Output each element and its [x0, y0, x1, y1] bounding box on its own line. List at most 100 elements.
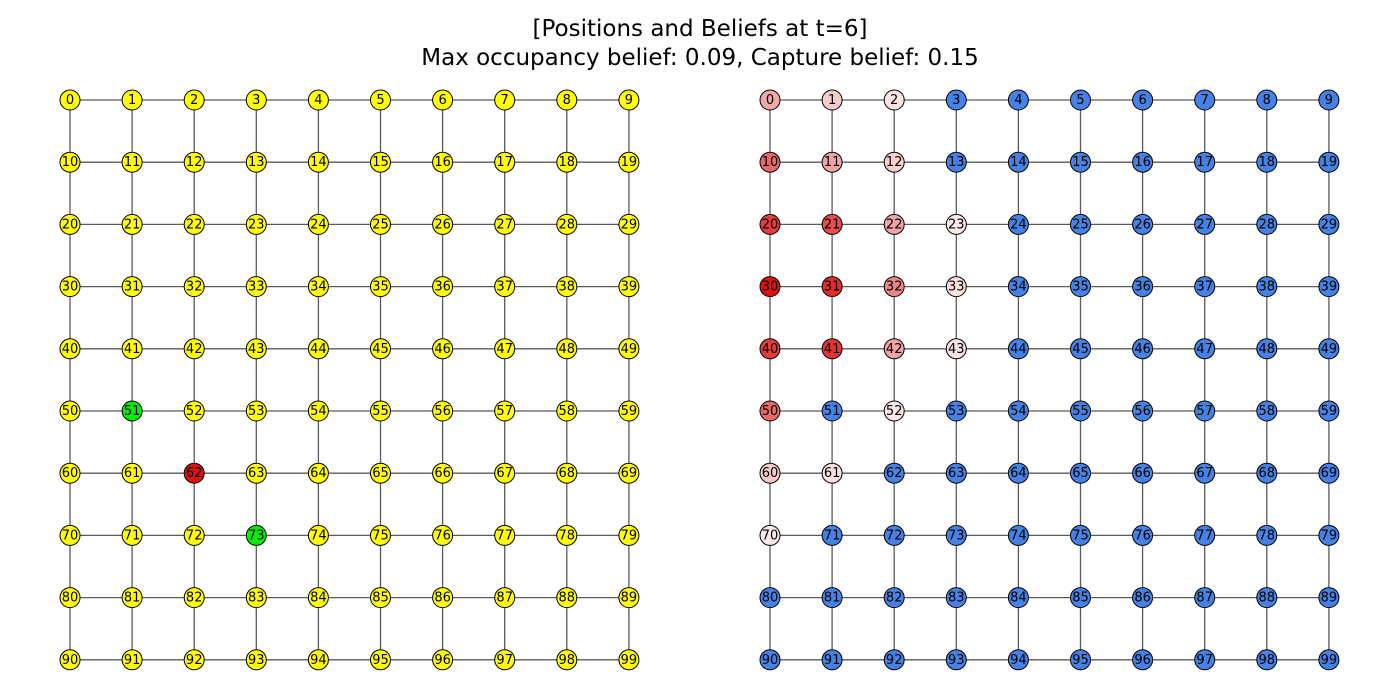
beliefs-node-67: 67 — [1194, 462, 1216, 484]
positions-node-label: 27 — [496, 217, 513, 232]
positions-node-58: 58 — [556, 400, 578, 422]
positions-node-circle — [556, 524, 578, 546]
beliefs-node-72: 72 — [883, 524, 905, 546]
positions-node-circle — [245, 587, 267, 609]
beliefs-node-label: 82 — [886, 591, 903, 606]
positions-node-44: 44 — [307, 338, 329, 360]
positions-node-label: 74 — [310, 528, 327, 543]
positions-node-circle — [183, 338, 205, 360]
beliefs-node-47: 47 — [1194, 338, 1216, 360]
beliefs-node-circle — [1070, 338, 1091, 360]
beliefs-node-59: 59 — [1318, 400, 1340, 422]
positions-node-circle — [245, 151, 267, 173]
beliefs-node-circle — [1007, 524, 1029, 546]
positions-node-84: 84 — [307, 587, 329, 609]
beliefs-node-label: 76 — [1134, 528, 1151, 543]
beliefs-node-label: 30 — [762, 280, 779, 295]
positions-node-86: 86 — [432, 587, 454, 609]
beliefs-node-circle — [1132, 649, 1154, 671]
beliefs-node-circle — [883, 587, 905, 609]
beliefs-node-label: 75 — [1072, 528, 1089, 543]
positions-node-label: 49 — [621, 342, 638, 357]
beliefs-node-circle — [1007, 338, 1029, 360]
beliefs-node-label: 13 — [948, 155, 965, 170]
positions-node-39: 39 — [618, 276, 640, 298]
positions-node-label: 12 — [186, 155, 203, 170]
positions-node-label: 32 — [186, 280, 203, 295]
positions-node-55: 55 — [370, 400, 391, 422]
positions-node-circle — [432, 276, 454, 298]
beliefs-node-circle — [821, 89, 843, 111]
figure-title-line-1: [Positions and Beliefs at t=6] — [532, 16, 868, 42]
positions-node-label: 34 — [310, 280, 327, 295]
beliefs-node-circle — [1132, 524, 1154, 546]
beliefs-node-34: 34 — [1007, 276, 1029, 298]
positions-node-circle — [121, 276, 143, 298]
positions-node-circle — [59, 587, 81, 609]
positions-node-circle — [59, 338, 81, 360]
beliefs-node-circle — [821, 649, 843, 671]
positions-node-label: 8 — [563, 93, 571, 108]
positions-node-circle — [121, 587, 143, 609]
positions-node-20: 20 — [59, 213, 81, 235]
positions-node-circle — [121, 151, 143, 173]
positions-node-circle — [494, 338, 516, 360]
positions-node-label: 90 — [62, 653, 79, 668]
positions-node-circle — [432, 213, 454, 235]
positions-node-label: 6 — [438, 93, 446, 108]
beliefs-node-label: 67 — [1196, 466, 1213, 481]
positions-node-78: 78 — [556, 524, 578, 546]
positions-node-circle — [432, 338, 454, 360]
beliefs-node-98: 98 — [1256, 649, 1278, 671]
beliefs-node-circle — [759, 587, 781, 609]
positions-node-53: 53 — [245, 400, 267, 422]
beliefs-node-label: 66 — [1134, 466, 1151, 481]
positions-node-label: 91 — [124, 653, 141, 668]
beliefs-node-circle — [1070, 524, 1091, 546]
beliefs-node-50: 50 — [759, 400, 781, 422]
beliefs-node-75: 75 — [1070, 524, 1091, 546]
beliefs-node-label: 92 — [886, 653, 903, 668]
beliefs-node-60: 60 — [759, 462, 781, 484]
beliefs-node-87: 87 — [1194, 587, 1216, 609]
beliefs-node-circle — [1007, 649, 1029, 671]
beliefs-node-circle — [1007, 587, 1029, 609]
beliefs-node-label: 39 — [1321, 280, 1338, 295]
positions-node-label: 81 — [124, 591, 141, 606]
positions-node-label: 19 — [621, 155, 638, 170]
positions-node-80: 80 — [59, 587, 81, 609]
positions-node-label: 37 — [496, 280, 513, 295]
beliefs-node-46: 46 — [1132, 338, 1154, 360]
beliefs-node-31: 31 — [821, 276, 843, 298]
beliefs-node-circle — [821, 213, 843, 235]
beliefs-node-circle — [821, 462, 843, 484]
positions-node-27: 27 — [494, 213, 516, 235]
beliefs-node-label: 51 — [824, 404, 841, 419]
beliefs-node-83: 83 — [945, 587, 967, 609]
beliefs-node-label: 90 — [762, 653, 779, 668]
beliefs-node-99: 99 — [1318, 649, 1340, 671]
positions-node-62: 62 — [183, 462, 205, 484]
beliefs-node-48: 48 — [1256, 338, 1278, 360]
positions-node-label: 65 — [372, 466, 389, 481]
positions-node-circle — [307, 276, 329, 298]
beliefs-node-80: 80 — [759, 587, 781, 609]
positions-node-label: 41 — [124, 342, 141, 357]
positions-node-label: 11 — [124, 155, 141, 170]
beliefs-node-label: 61 — [824, 466, 841, 481]
beliefs-node-label: 60 — [762, 466, 779, 481]
positions-node-label: 36 — [434, 280, 451, 295]
beliefs-node-circle — [1007, 89, 1029, 111]
positions-node-label: 33 — [248, 280, 265, 295]
positions-node-circle — [494, 89, 516, 111]
positions-node-32: 32 — [183, 276, 205, 298]
positions-node-circle — [121, 400, 143, 422]
positions-node-circle — [307, 649, 329, 671]
positions-node-38: 38 — [556, 276, 578, 298]
beliefs-node-label: 15 — [1072, 155, 1089, 170]
positions-node-circle — [494, 213, 516, 235]
positions-node-label: 83 — [248, 591, 265, 606]
positions-node-circle — [494, 587, 516, 609]
beliefs-node-24: 24 — [1007, 213, 1029, 235]
beliefs-node-circle — [945, 213, 967, 235]
